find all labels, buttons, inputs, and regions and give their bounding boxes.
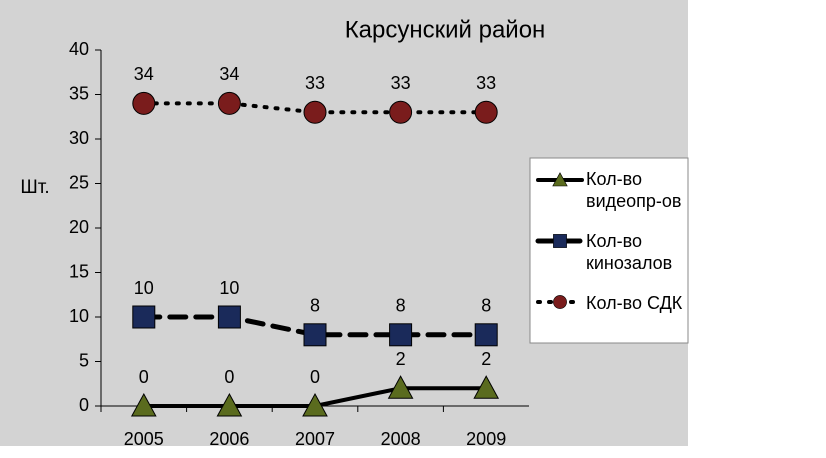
data-point xyxy=(302,392,328,417)
x-tick-label: 2007 xyxy=(295,429,335,449)
data-point xyxy=(474,100,498,124)
data-label: 33 xyxy=(476,73,496,93)
data-point xyxy=(389,323,413,347)
data-label: 8 xyxy=(310,296,320,316)
y-tick-label: 10 xyxy=(69,306,89,326)
y-tick-label: 25 xyxy=(69,172,89,192)
data-label: 10 xyxy=(134,278,154,298)
legend-marker xyxy=(553,295,567,309)
y-tick-label: 35 xyxy=(69,83,89,103)
data-label: 34 xyxy=(219,64,239,84)
x-tick-label: 2009 xyxy=(466,429,506,449)
y-tick-label: 30 xyxy=(69,128,89,148)
data-label: 0 xyxy=(139,367,149,387)
legend-marker xyxy=(552,172,568,187)
chart-title: Карсунский район xyxy=(345,16,546,43)
x-tick-label: 2005 xyxy=(124,429,164,449)
data-point xyxy=(130,392,157,417)
data-point xyxy=(473,375,500,399)
data-label: 33 xyxy=(391,73,411,93)
y-axis-label: Шт. xyxy=(20,177,49,198)
data-point xyxy=(217,305,241,329)
x-tick-label: 2006 xyxy=(209,429,249,449)
y-tick-label: 15 xyxy=(69,261,89,281)
data-label: 0 xyxy=(310,367,320,387)
data-point xyxy=(303,100,327,124)
data-label: 0 xyxy=(224,367,234,387)
legend-marker xyxy=(553,234,567,248)
data-label: 34 xyxy=(134,64,154,84)
data-label: 2 xyxy=(481,349,491,369)
x-tick-label: 2008 xyxy=(381,429,421,449)
data-point xyxy=(217,91,241,115)
y-tick-label: 40 xyxy=(69,39,89,59)
legend-label: Кол-во видеопр-ов xyxy=(586,169,682,211)
data-point xyxy=(132,91,156,115)
data-label: 2 xyxy=(396,349,406,369)
series-line xyxy=(141,101,489,115)
data-label: 8 xyxy=(396,296,406,316)
y-tick-label: 5 xyxy=(79,350,89,370)
y-tick-label: 20 xyxy=(69,217,89,237)
data-point xyxy=(132,305,156,329)
data-point xyxy=(474,323,498,347)
data-point xyxy=(387,375,414,399)
data-label: 33 xyxy=(305,73,325,93)
legend-box xyxy=(529,157,689,344)
data-point xyxy=(216,392,243,417)
data-label: 8 xyxy=(481,296,491,316)
legend-label: Кол-во СДК xyxy=(586,293,683,313)
data-point xyxy=(389,100,413,124)
data-label: 10 xyxy=(219,278,239,298)
legend-label: Кол-во кинозалов xyxy=(586,231,673,273)
data-point xyxy=(303,323,327,347)
y-tick-label: 0 xyxy=(79,395,89,415)
